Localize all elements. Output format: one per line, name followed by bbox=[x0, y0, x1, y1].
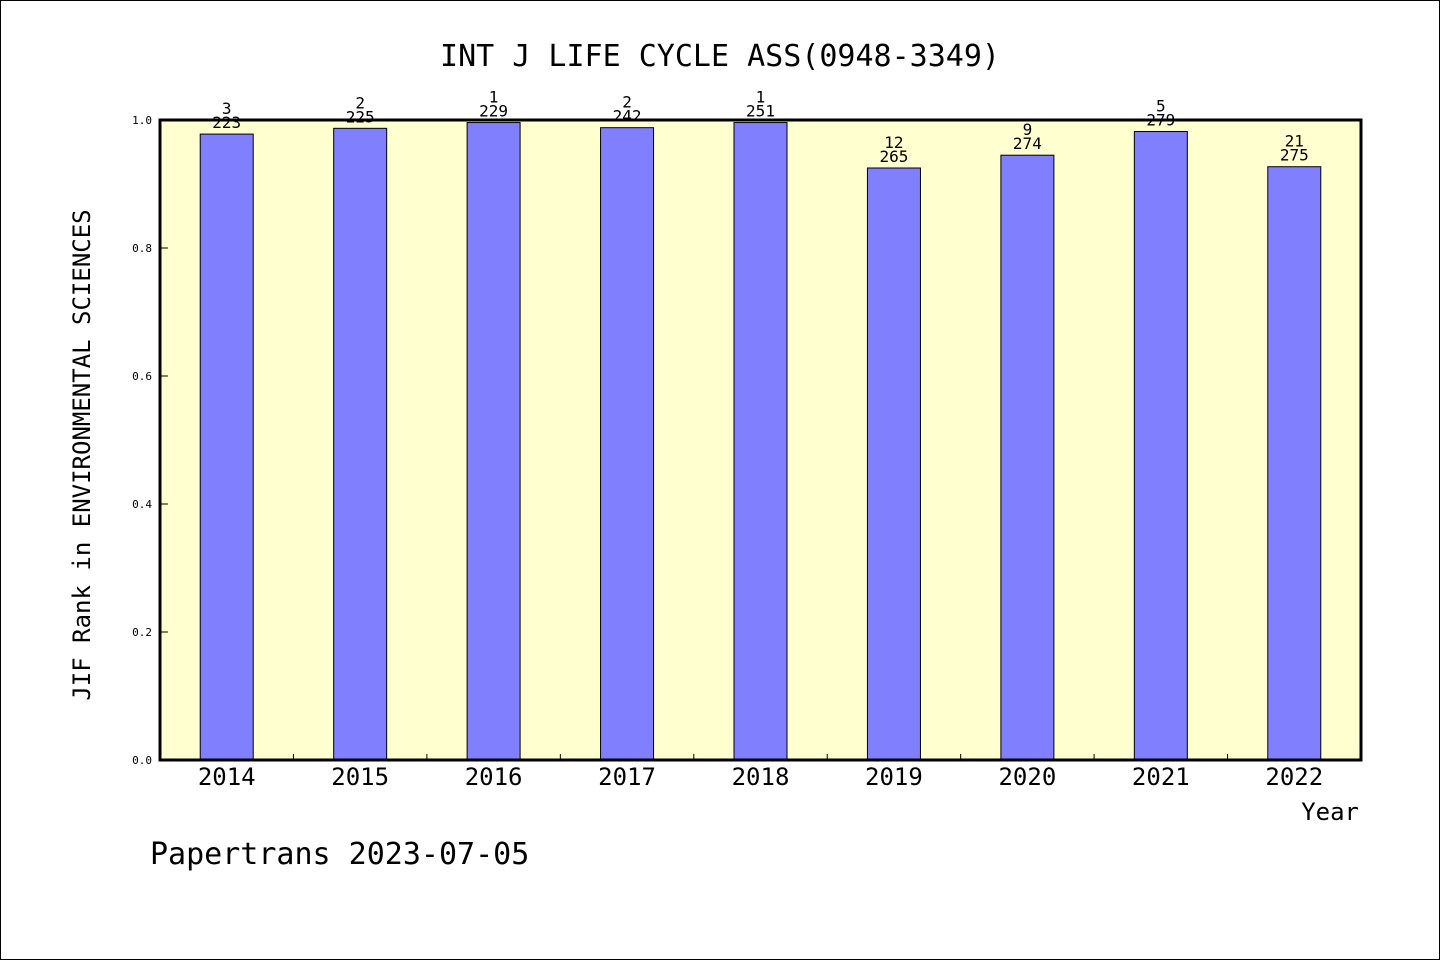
x-tick-label: 2021 bbox=[1132, 763, 1190, 791]
x-tick-label: 2014 bbox=[198, 763, 256, 791]
bar-total-label: 265 bbox=[879, 147, 908, 166]
bar-total-label: 274 bbox=[1013, 134, 1042, 153]
bar-2020 bbox=[1000, 154, 1055, 761]
bar-rank-label: 5 bbox=[1156, 97, 1166, 116]
y-tick-label: 0.2 bbox=[132, 626, 152, 639]
x-tick-label: 2020 bbox=[998, 763, 1056, 791]
x-tick-label: 2017 bbox=[598, 763, 656, 791]
bar-rank-label: 1 bbox=[489, 88, 499, 107]
x-tick-label: 2016 bbox=[465, 763, 523, 791]
bar-2022 bbox=[1267, 166, 1322, 761]
bar-2015 bbox=[333, 127, 388, 761]
bar-rank-label: 2 bbox=[622, 93, 632, 112]
footer-credit: Papertrans 2023-07-05 bbox=[150, 837, 529, 872]
bar-rank-label: 12 bbox=[884, 133, 903, 152]
bar-2019 bbox=[866, 167, 921, 761]
y-tick-label: 0.6 bbox=[132, 370, 152, 383]
bar-2017 bbox=[600, 127, 655, 761]
x-tick-label: 2015 bbox=[331, 763, 389, 791]
bar-rank-label: 3 bbox=[222, 99, 232, 118]
bar-total-label: 275 bbox=[1280, 146, 1309, 165]
y-tick-label: 0.8 bbox=[132, 242, 152, 255]
plot-border bbox=[158, 118, 1363, 762]
chart-title: INT J LIFE CYCLE ASS(0948-3349) bbox=[440, 39, 1000, 74]
bar-total-label: 242 bbox=[613, 107, 642, 126]
bar-total-label: 225 bbox=[346, 107, 375, 126]
bar-2021 bbox=[1133, 131, 1188, 761]
bar-rank-label: 21 bbox=[1285, 132, 1304, 151]
bar-total-label: 223 bbox=[212, 113, 241, 132]
y-tick-label: 1.0 bbox=[132, 114, 152, 127]
bar-total-label: 229 bbox=[479, 102, 508, 121]
bar-rank-label: 1 bbox=[756, 88, 766, 107]
bar-rank-label: 2 bbox=[355, 93, 365, 112]
y-tick-label: 0.0 bbox=[132, 754, 152, 767]
y-tick-label: 0.4 bbox=[132, 498, 152, 511]
x-tick-label: 2018 bbox=[732, 763, 790, 791]
x-axis: 2014 2015 2016 2017 2018 2019 2020 2021 2022 bbox=[198, 754, 1323, 791]
x-tick-label: 2022 bbox=[1265, 763, 1323, 791]
bar-2014 bbox=[199, 133, 254, 761]
y-axis: 0.0 0.2 0.4 0.6 0.8 1.0 bbox=[132, 114, 168, 767]
bar-2018 bbox=[733, 122, 788, 761]
bar-2016 bbox=[466, 122, 521, 761]
bar-rank-label: 9 bbox=[1023, 120, 1033, 139]
y-axis-label: JIF Rank in ENVIRONMENTAL SCIENCES bbox=[68, 209, 96, 700]
x-axis-label: Year bbox=[1301, 798, 1359, 826]
bar-total-label: 251 bbox=[746, 102, 775, 121]
x-tick-label: 2019 bbox=[865, 763, 923, 791]
